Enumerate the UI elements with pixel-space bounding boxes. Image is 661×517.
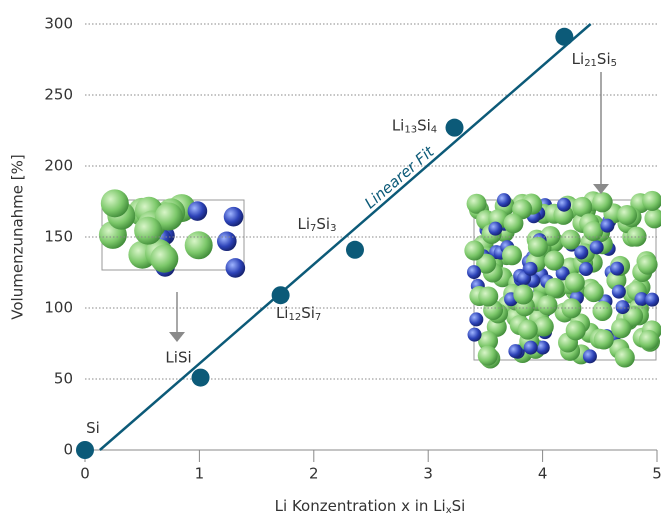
atom: [467, 265, 482, 280]
point-label: Li7Si3: [297, 214, 336, 234]
atom: [634, 292, 649, 307]
atom: [642, 190, 661, 211]
atom: [583, 221, 604, 242]
data-point: [191, 368, 210, 387]
atom: [626, 226, 647, 247]
atom: [527, 236, 548, 257]
atom: [560, 229, 581, 250]
atom: [644, 208, 661, 229]
y-tick-label: 250: [44, 86, 73, 104]
atom: [225, 258, 246, 278]
atom: [544, 277, 565, 298]
data-point: [345, 240, 364, 259]
point-label: Li12Si7: [276, 304, 321, 324]
atom: [611, 284, 626, 299]
atom: [476, 253, 497, 274]
atom: [184, 231, 213, 260]
atom: [523, 261, 538, 276]
atom: [592, 300, 613, 321]
atom: [513, 284, 534, 305]
x-tick-label: 5: [652, 465, 661, 483]
x-tick-label: 1: [195, 465, 205, 483]
x-axis-label: Li Konzentration x in LixSi: [275, 497, 466, 517]
y-tick-label: 150: [44, 228, 73, 246]
atom: [561, 298, 582, 319]
atom: [564, 272, 585, 293]
data-point: [445, 118, 464, 137]
atom: [544, 250, 565, 271]
atom: [467, 327, 482, 342]
atom: [582, 349, 597, 364]
atom: [637, 254, 658, 275]
point-label: LiSi: [165, 348, 191, 366]
atom: [583, 282, 604, 303]
atom: [557, 197, 572, 212]
atom: [464, 240, 485, 261]
y-tick-label: 200: [44, 157, 73, 175]
atom: [592, 192, 613, 213]
atom: [469, 312, 484, 327]
atom: [216, 231, 237, 252]
y-tick-label: 300: [44, 15, 73, 33]
point-label: Si: [86, 419, 100, 437]
atom: [578, 262, 593, 277]
atom: [477, 345, 498, 366]
atom: [615, 300, 630, 315]
atom: [533, 316, 554, 337]
atom: [614, 347, 635, 368]
atom: [134, 216, 163, 245]
atom: [610, 261, 625, 276]
arrows: [169, 72, 609, 342]
y-tick-label: 100: [44, 299, 73, 317]
atom: [478, 286, 499, 307]
data-point: [555, 27, 574, 46]
data-point: [271, 286, 290, 305]
y-tick-label: 50: [54, 370, 73, 388]
atom: [555, 266, 570, 281]
x-tick-label: 4: [538, 465, 548, 483]
atom: [611, 318, 632, 339]
atom: [503, 213, 524, 234]
atom: [508, 344, 523, 359]
atom: [523, 340, 538, 355]
point-label: Li13Si4: [392, 116, 437, 136]
atom: [466, 193, 487, 214]
atom: [488, 221, 503, 236]
atom: [589, 240, 604, 255]
fit-line: [99, 23, 592, 451]
atom: [187, 201, 208, 221]
x-tick-label: 0: [80, 465, 90, 483]
atom: [150, 244, 179, 273]
atom: [502, 245, 523, 266]
illustrations: [98, 189, 661, 369]
atom: [565, 320, 586, 341]
atom: [154, 202, 183, 231]
atom: [600, 218, 615, 233]
atom: [496, 193, 511, 208]
atom: [572, 196, 593, 217]
atom: [535, 340, 550, 355]
atom: [638, 329, 659, 350]
y-tick-label: 0: [63, 441, 73, 459]
atom: [478, 330, 499, 351]
atom: [593, 329, 614, 350]
atom: [617, 205, 638, 226]
atom: [574, 245, 589, 260]
data-point: [76, 441, 94, 459]
y-axis-label: Volumenzunahme [%]: [9, 154, 27, 319]
atom: [100, 189, 129, 218]
atom: [645, 292, 660, 307]
fit-label: Linearer Fit: [361, 142, 438, 212]
point-label: Li21Si5: [572, 49, 617, 69]
x-tick-label: 2: [309, 465, 319, 483]
atom: [537, 295, 558, 316]
atom: [517, 319, 538, 340]
atom: [223, 206, 244, 227]
x-tick-label: 3: [423, 465, 433, 483]
